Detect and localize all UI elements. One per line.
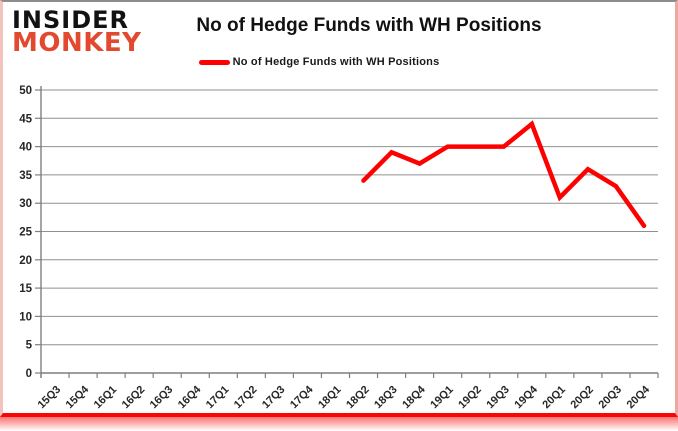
svg-text:17Q4: 17Q4	[288, 383, 316, 411]
svg-text:35: 35	[19, 170, 32, 182]
chart-title: No of Hedge Funds with WH Positions	[196, 15, 542, 36]
legend-label: No of Hedge Funds with WH Positions	[232, 56, 440, 68]
svg-text:30: 30	[19, 198, 32, 210]
svg-text:16Q2: 16Q2	[120, 384, 148, 412]
legend: No of Hedge Funds with WH Positions	[0, 56, 638, 68]
legend-line-swatch	[198, 59, 230, 65]
svg-text:16Q1: 16Q1	[92, 384, 120, 412]
series-line	[361, 120, 647, 229]
svg-text:40: 40	[19, 142, 32, 154]
svg-text:10: 10	[19, 311, 32, 323]
svg-text:20: 20	[19, 255, 32, 267]
logo-insider-text: INSIDER	[12, 6, 130, 34]
svg-text:17Q2: 17Q2	[232, 384, 260, 412]
svg-text:15Q3: 15Q3	[36, 384, 64, 412]
svg-text:25: 25	[19, 227, 32, 239]
svg-text:16Q3: 16Q3	[148, 384, 176, 412]
y-tick-labels: 0 5 10 15 20 25 30 35 40 45 50	[19, 85, 32, 380]
svg-text:18Q4: 18Q4	[400, 383, 428, 411]
chart-frame	[0, 0, 678, 417]
svg-text:18Q3: 18Q3	[372, 384, 400, 412]
axis-ticks	[35, 89, 659, 378]
svg-text:50: 50	[19, 85, 32, 97]
svg-text:15: 15	[19, 283, 32, 295]
insider-monkey-logo: INSIDER MONKEY	[12, 8, 141, 56]
svg-text:17Q1: 17Q1	[204, 384, 232, 412]
svg-text:45: 45	[19, 113, 32, 125]
svg-text:16Q4: 16Q4	[176, 383, 204, 411]
svg-text:20Q4: 20Q4	[625, 383, 653, 411]
svg-text:19Q1: 19Q1	[428, 384, 456, 412]
svg-text:20Q2: 20Q2	[568, 384, 596, 412]
svg-text:18Q1: 18Q1	[316, 384, 344, 412]
logo-monkey-text: MONKEY	[12, 28, 142, 58]
svg-text:19Q4: 19Q4	[512, 383, 540, 411]
svg-text:20Q3: 20Q3	[597, 384, 625, 412]
svg-text:19Q2: 19Q2	[456, 384, 484, 412]
svg-text:18Q2: 18Q2	[344, 384, 372, 412]
svg-text:5: 5	[26, 340, 33, 352]
svg-text:17Q3: 17Q3	[260, 384, 288, 412]
x-tick-labels: 15Q3 15Q4 16Q1 16Q2 16Q3 16Q4 17Q1 17Q2 17Q3 17Q4…	[36, 383, 653, 411]
y-gridlines	[41, 89, 658, 346]
svg-text:0: 0	[26, 368, 32, 380]
svg-text:15Q4: 15Q4	[64, 383, 92, 411]
svg-text:20Q1: 20Q1	[540, 384, 568, 412]
svg-text:19Q3: 19Q3	[484, 384, 512, 412]
